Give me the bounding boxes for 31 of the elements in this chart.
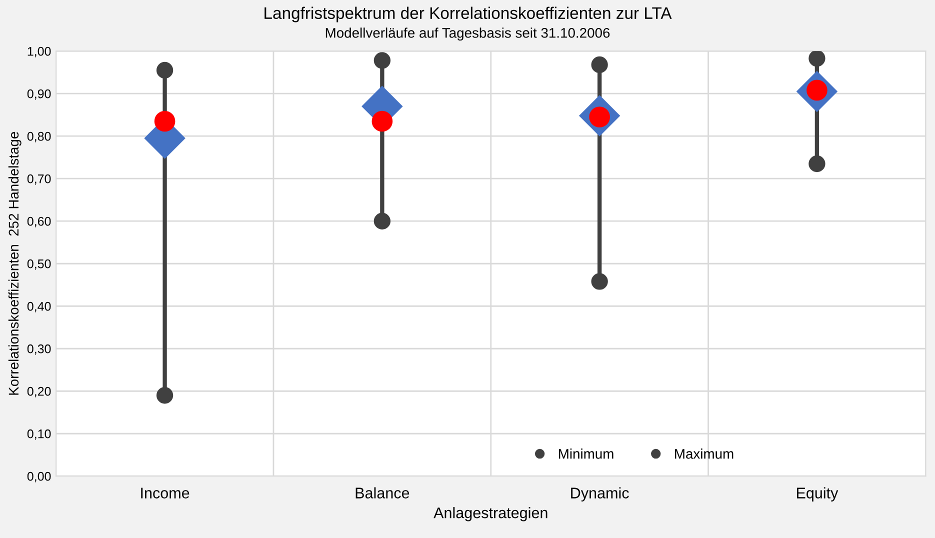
y-tick-label: 0,60 (27, 216, 51, 228)
point (808, 155, 826, 172)
y-tick-label: 0,30 (27, 344, 51, 355)
point (374, 212, 391, 230)
x-tick-label: Balance (356, 487, 410, 498)
y-tick-label: 1,00 (28, 46, 51, 58)
point (591, 56, 608, 74)
chart-subtitle: Modellverläufe auf Tagesbasis seit 31.10.2006 (326, 28, 610, 41)
y-tick-label: 0,70 (27, 174, 51, 185)
chart-title: Langfristspektrum der Korrelationskoeffizienten zur LTA (264, 6, 672, 22)
point (156, 62, 174, 79)
point (591, 273, 608, 290)
x-axis-title: Anlagestrategien (434, 507, 548, 522)
point (154, 110, 176, 132)
x-tick-label: Equity (796, 487, 838, 502)
point (156, 387, 174, 404)
y-tick-label: 0,40 (27, 302, 51, 312)
point (372, 110, 393, 132)
y-tick-label: 0,10 (27, 429, 51, 440)
y-tick-label: 0,00 (27, 472, 51, 482)
y-axis-title: Korrelationskoeffizienten 252 Handelstage (8, 132, 22, 395)
point (374, 52, 391, 69)
legend-label: Maximum (675, 448, 734, 459)
y-tick-label: 0,50 (27, 259, 51, 270)
y-tick-label: 0,20 (27, 386, 51, 398)
x-tick-label: Income (141, 488, 190, 498)
x-tick-label: Dynamic (571, 487, 629, 502)
y-tick-label: 0,80 (27, 132, 51, 142)
legend-label: Minimum (559, 448, 614, 459)
point (808, 51, 826, 67)
y-tick-label: 0,90 (27, 89, 51, 100)
